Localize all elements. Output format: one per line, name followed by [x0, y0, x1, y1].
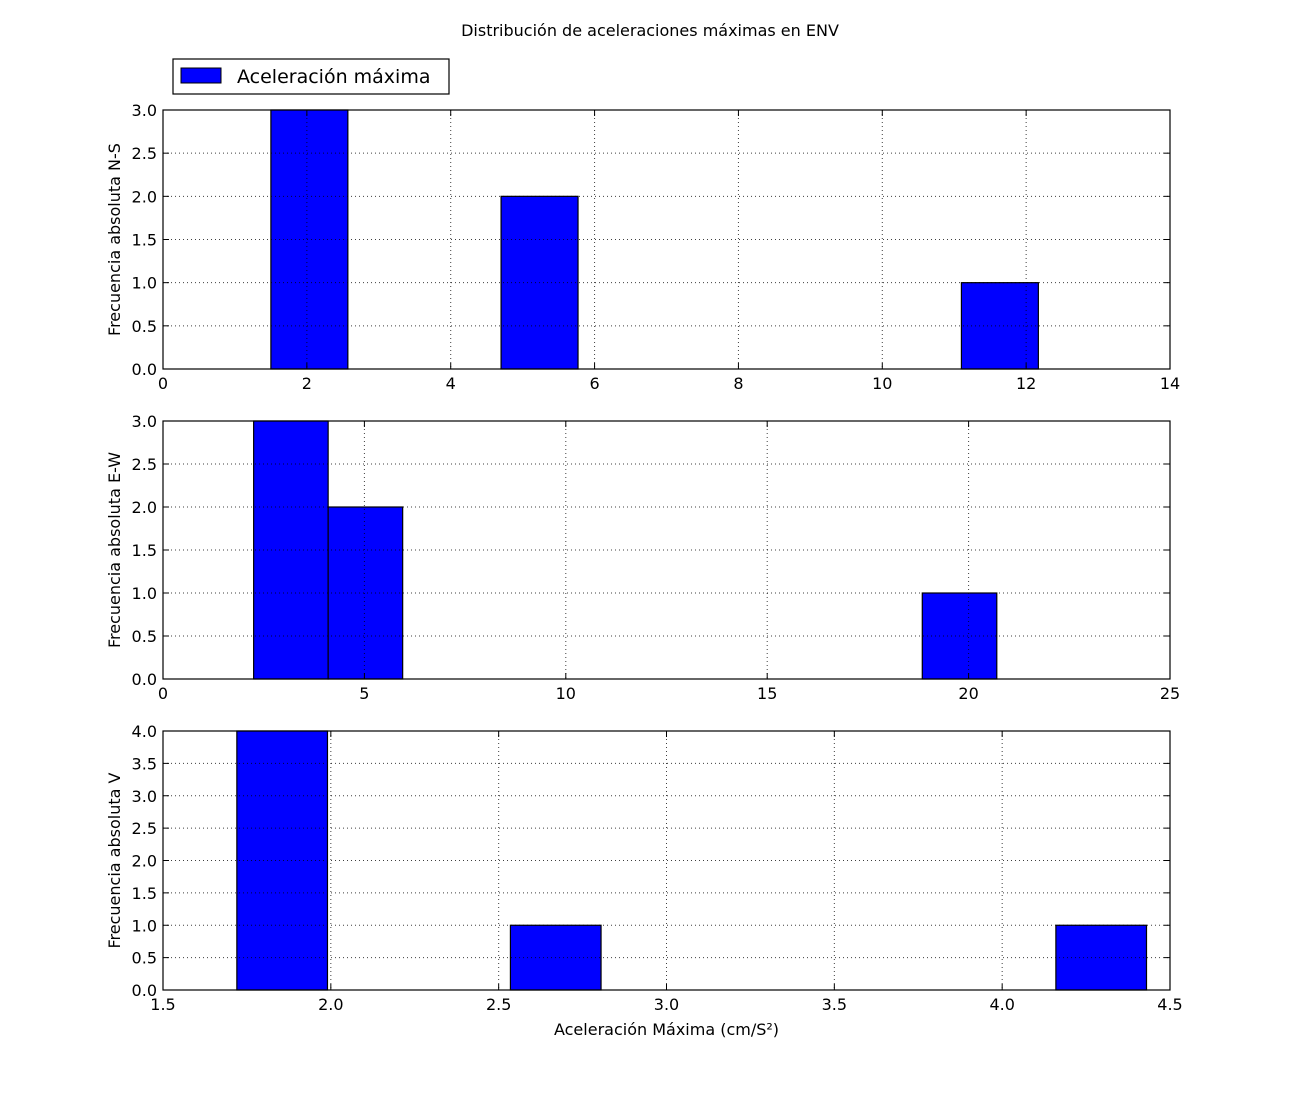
x-tick-label: 0	[158, 374, 168, 393]
y-tick-label: 2.0	[132, 187, 157, 206]
y-tick-label: 1.5	[132, 541, 157, 560]
x-tick-label: 4.0	[989, 995, 1014, 1014]
y-tick-label: 1.0	[132, 584, 157, 603]
y-tick-label: 4.0	[132, 722, 157, 741]
y-tick-label: 0.5	[132, 949, 157, 968]
x-tick-label: 1.5	[150, 995, 175, 1014]
x-tick-label: 4	[446, 374, 456, 393]
x-tick-label: 2.0	[318, 995, 343, 1014]
y-tick-label: 2.5	[132, 144, 157, 163]
x-tick-label: 12	[1016, 374, 1036, 393]
x-tick-label: 15	[757, 684, 777, 703]
bar-2-1	[253, 420, 329, 680]
subplot-1: 0 2 4 6 8 10 12 14 0.0 0.5 1.0 1.5 2.0 2.5 3.0 Frecuenc…	[105, 101, 1180, 393]
legend-label: Aceleración máxima	[237, 66, 430, 88]
x-axis-label: Aceleración Máxima (cm/S²)	[554, 1020, 779, 1039]
y-tick-label: 2.0	[132, 498, 157, 517]
bar-3-1	[236, 730, 329, 991]
y-tick-label: 1.0	[132, 916, 157, 935]
y-axis-label: Frecuencia absoluta N-S	[105, 143, 124, 336]
x-tick-label: 6	[589, 374, 599, 393]
x-tick-label: 2	[302, 374, 312, 393]
bar-1-1	[270, 109, 349, 370]
y-tick-label: 1.5	[132, 884, 157, 903]
y-tick-label: 0.0	[132, 360, 157, 379]
y-tick-label: 0.0	[132, 981, 157, 1000]
bar-3-3	[1055, 924, 1148, 991]
y-tick-label: 3.5	[132, 754, 157, 773]
subplot-3: 1.5 2.0 2.5 3.0 3.5 4.0 4.5 0.0 0.5 1.0 1.5 2.0 2.5 3…	[105, 722, 1183, 1039]
y-tick-label: 2.5	[132, 819, 157, 838]
y-tick-label: 3.0	[132, 787, 157, 806]
x-tick-label: 4.5	[1157, 995, 1182, 1014]
x-tick-label: 2.5	[486, 995, 511, 1014]
y-tick-label: 0.5	[132, 627, 157, 646]
legend: Aceleración máxima	[172, 58, 450, 95]
x-tick-label: 0	[158, 684, 168, 703]
y-tick-label: 1.5	[132, 231, 157, 250]
y-tick-label: 0.5	[132, 317, 157, 336]
x-tick-label: 8	[733, 374, 743, 393]
x-tick-label: 3.0	[654, 995, 679, 1014]
subplot-2: 0 5 10 15 20 25 0.0 0.5 1.0 1.5 2.0 2.5 3.0 Frecuenci…	[105, 412, 1180, 703]
figure-title: Distribución de aceleraciones máximas en…	[461, 21, 839, 40]
y-axis-label: Frecuencia absoluta E-W	[105, 452, 124, 648]
x-tick-label: 20	[958, 684, 978, 703]
y-tick-label: 1.0	[132, 274, 157, 293]
y-tick-label: 2.0	[132, 852, 157, 871]
y-tick-label: 2.5	[132, 455, 157, 474]
y-tick-label: 0.0	[132, 670, 157, 689]
legend-swatch	[180, 67, 222, 84]
x-tick-label: 10	[872, 374, 892, 393]
bar-2-2	[327, 506, 404, 680]
x-tick-label: 5	[359, 684, 369, 703]
x-tick-label: 10	[556, 684, 576, 703]
y-tick-label: 3.0	[132, 412, 157, 431]
x-tick-label: 14	[1160, 374, 1180, 393]
x-tick-label: 25	[1160, 684, 1180, 703]
x-tick-label: 3.5	[822, 995, 847, 1014]
y-axis-label: Frecuencia absoluta V	[105, 772, 124, 948]
y-tick-label: 3.0	[132, 101, 157, 120]
